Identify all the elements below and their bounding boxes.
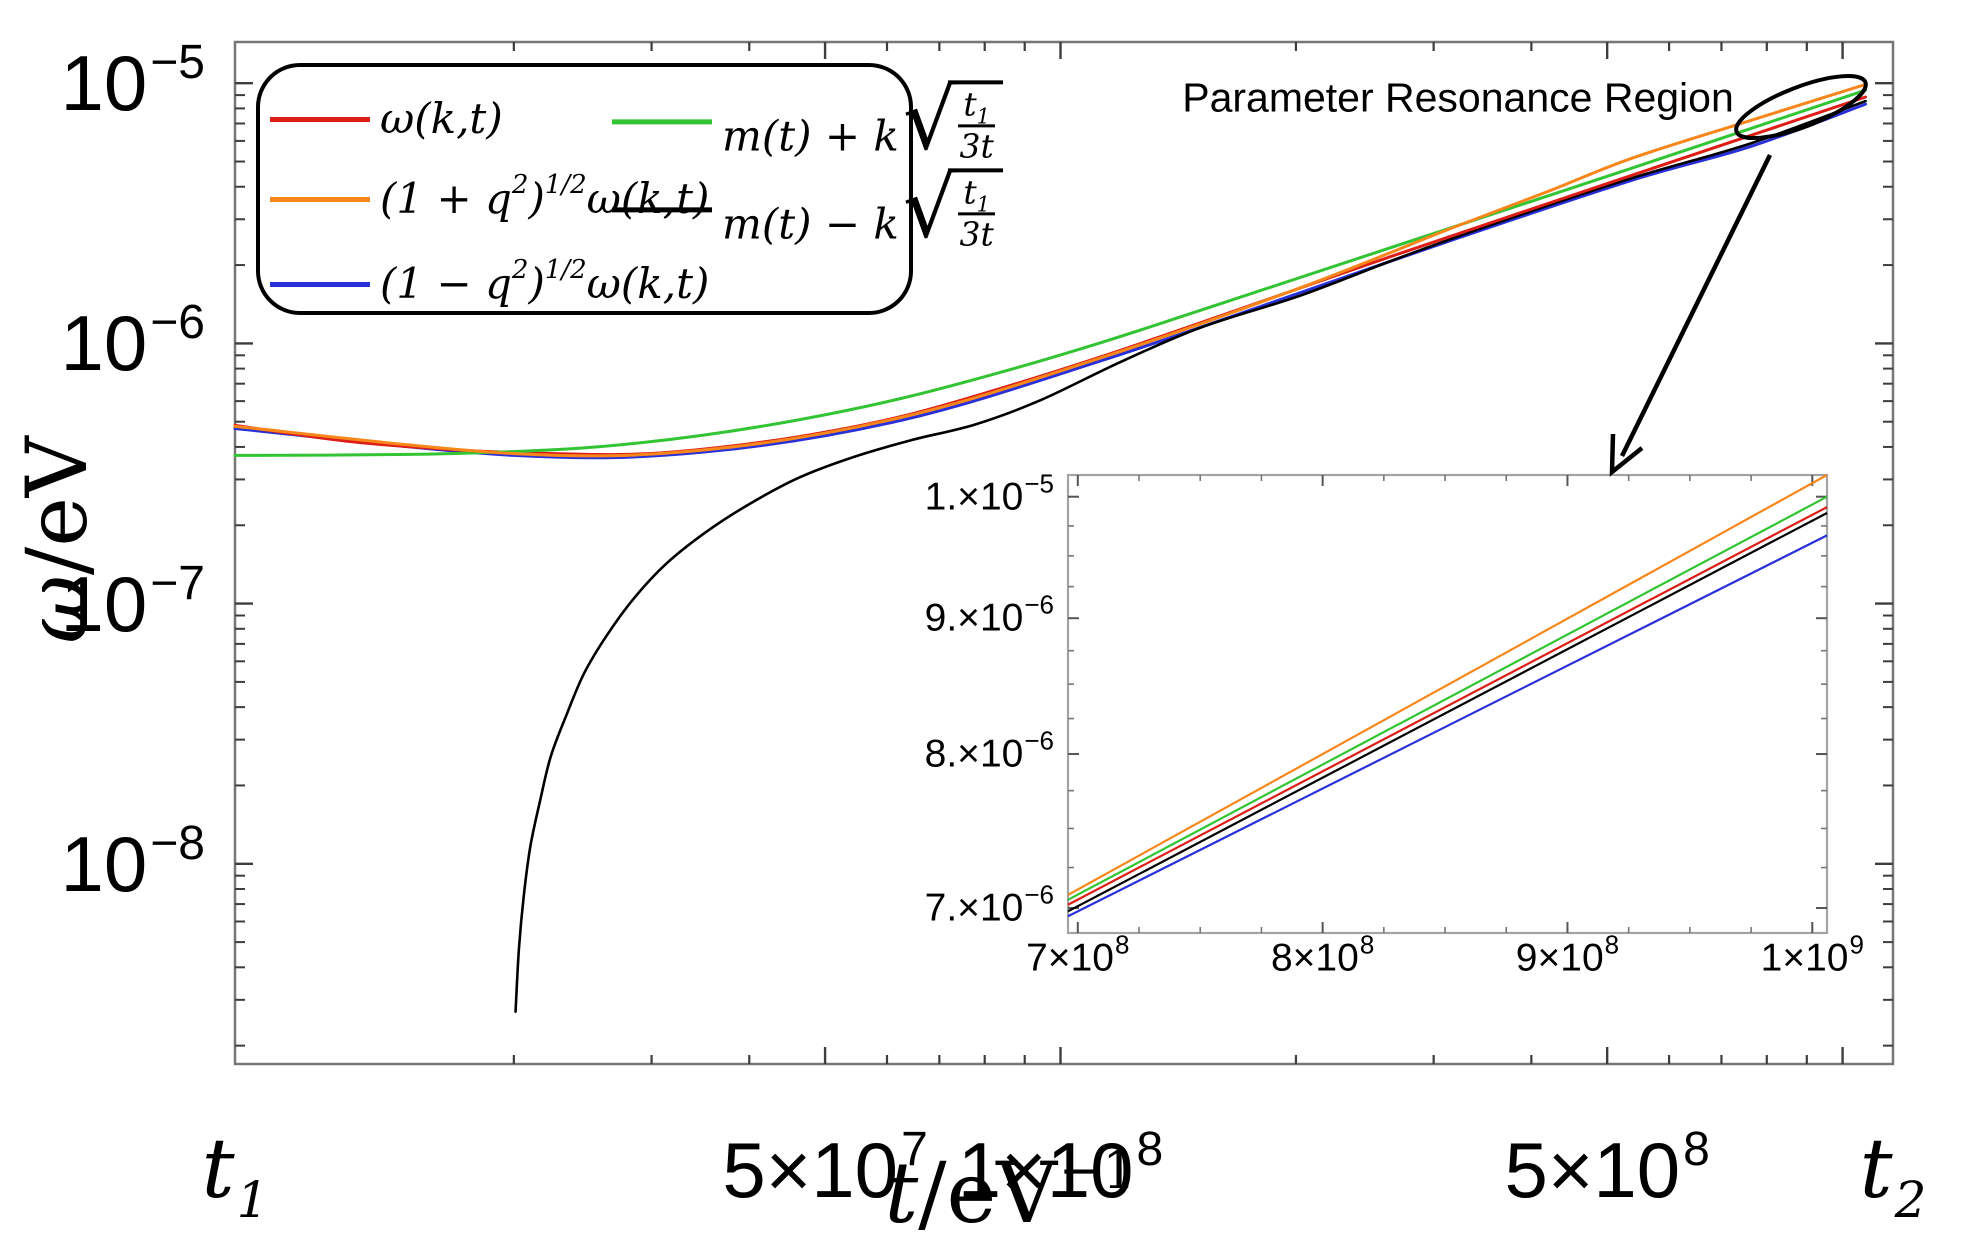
legend-swatch-blue	[270, 281, 370, 287]
curve-inset-m-plus	[1067, 495, 1828, 901]
resonance-ellipse	[1734, 74, 1868, 140]
inset-frame	[1066, 473, 1829, 935]
curve-main-m-minus	[514, 99, 1867, 1014]
curve-main-omega-minus	[233, 102, 1868, 460]
radical: √ t1 3t	[903, 166, 1003, 251]
curve-main-omega-plus	[233, 82, 1868, 458]
main-plot-frame	[233, 40, 1895, 1066]
legend-item-omega-plus: (1 + q2)1/2ω(k,t)	[270, 170, 710, 223]
legend-swatch-green	[612, 119, 712, 125]
legend-swatch-red	[270, 116, 370, 122]
curve-inset-m-minus	[1067, 511, 1828, 913]
legend-swatch-black	[612, 207, 712, 213]
legend-label: ω(k,t)	[380, 94, 503, 143]
legend-item-m-plus: m(t) + k √ t1 3t	[612, 78, 1003, 163]
annotation-parameter-resonance: Parameter Resonance Region	[1182, 74, 1734, 121]
legend-label: m(t) − k √ t1 3t	[722, 166, 1003, 251]
y-axis-title: ω/eV	[8, 436, 106, 644]
curve-inset-omega-plus	[1067, 474, 1828, 896]
legend-swatch-orange	[270, 196, 370, 202]
legend-label: (1 − q2)1/2ω(k,t)	[380, 255, 710, 308]
x-axis-title: t/eV−1	[884, 1141, 1136, 1242]
legend-item-omega: ω(k,t)	[270, 98, 503, 140]
legend-label: (1 + q2)1/2ω(k,t)	[380, 170, 710, 223]
curve-inset-omega-minus	[1067, 534, 1828, 918]
legend: ω(k,t) (1 + q2)1/2ω(k,t) (1 − q2)1/2ω(k,…	[256, 63, 1003, 315]
curve-inset-omega	[1067, 506, 1828, 906]
legend-item-m-minus: m(t) − k √ t1 3t	[612, 166, 1003, 251]
arrow-head	[1609, 433, 1644, 477]
legend-item-omega-minus: (1 − q2)1/2ω(k,t)	[270, 255, 710, 308]
legend-label: m(t) + k √ t1 3t	[722, 78, 1003, 163]
radical: √ t1 3t	[903, 78, 1003, 163]
arrow-line	[1619, 154, 1773, 457]
